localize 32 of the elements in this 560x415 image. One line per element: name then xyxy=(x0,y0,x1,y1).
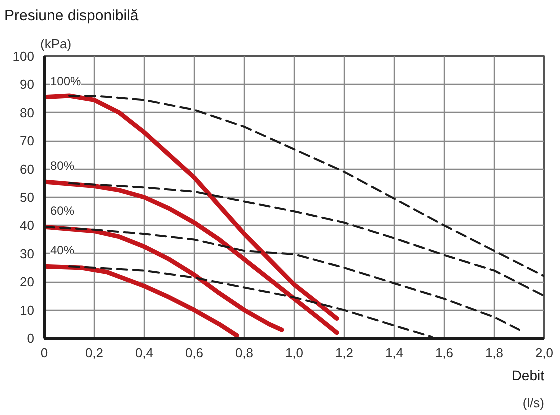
x-tick-label: 0 xyxy=(40,346,48,360)
y-tick-label: 50 xyxy=(20,190,35,205)
chart-title: Presiune disponibilă xyxy=(4,8,140,24)
y-tick-label: 40 xyxy=(20,218,35,234)
y-tick-label: 80 xyxy=(20,105,35,120)
x-tick-label: 0,4 xyxy=(135,346,154,360)
y-tick-label: 60 xyxy=(20,162,35,177)
y-tick-label: 90 xyxy=(20,77,35,92)
y-axis-title: (kPa) xyxy=(40,36,72,52)
x-tick-label: 1,0 xyxy=(285,346,304,360)
x-tick-label: 1,6 xyxy=(435,346,454,360)
line-series xyxy=(44,180,340,336)
y-tick-label: 20 xyxy=(20,274,35,290)
x-tick-label: 1,8 xyxy=(485,346,504,360)
x-tick-label: 0,6 xyxy=(185,346,204,360)
line-series xyxy=(44,94,340,322)
y-tick-label: 70 xyxy=(20,134,35,149)
y-tick-label: 0 xyxy=(27,331,35,346)
series-label: 40% xyxy=(50,244,75,258)
x-tick-label: 1,4 xyxy=(385,346,404,360)
x-tick-label: 1,2 xyxy=(335,346,354,360)
line-series xyxy=(44,264,240,338)
series-label: 100% xyxy=(50,74,82,88)
x-tick-label: 0,8 xyxy=(235,346,254,360)
x-tick-label: 2,0 xyxy=(535,346,554,360)
y-tick-label: 10 xyxy=(20,302,35,318)
x-tick-label: 0,2 xyxy=(85,346,104,360)
y-tick-label: 100 xyxy=(12,49,35,64)
series-label: 60% xyxy=(50,204,75,218)
series-label: 80% xyxy=(50,158,75,173)
y-tick-label: 30 xyxy=(20,246,35,262)
x-axis-title: Debit (l/s) xyxy=(512,368,545,410)
